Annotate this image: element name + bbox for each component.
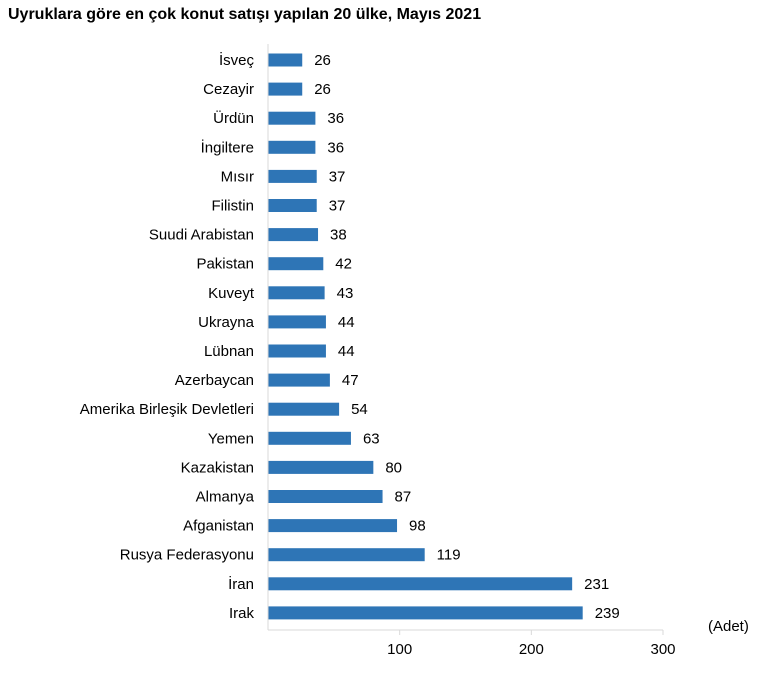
bar <box>268 257 324 271</box>
category-label: Almanya <box>196 489 255 506</box>
data-label: 38 <box>330 227 347 244</box>
bar <box>268 53 303 67</box>
category-label: Kuveyt <box>208 285 255 302</box>
bar <box>268 490 383 503</box>
data-label: 54 <box>351 401 368 418</box>
bar <box>268 519 398 533</box>
x-tick-label: 200 <box>519 641 544 658</box>
bar <box>268 286 325 300</box>
bar <box>268 402 340 416</box>
data-label: 80 <box>385 459 402 476</box>
category-label: Irak <box>229 605 255 622</box>
category-label: Afganistan <box>183 518 254 535</box>
bar <box>268 606 583 620</box>
bar <box>268 373 330 387</box>
data-label: 87 <box>395 489 412 506</box>
data-label: 231 <box>584 576 609 593</box>
category-label: Cezayir <box>203 81 254 98</box>
data-label: 26 <box>314 52 331 69</box>
data-label: 44 <box>338 314 355 331</box>
category-label: Filistin <box>211 198 254 215</box>
category-label: Rusya Federasyonu <box>120 547 254 564</box>
data-label: 98 <box>409 518 426 535</box>
data-label: 26 <box>314 81 331 98</box>
category-label: Yemen <box>208 430 254 447</box>
unit-label: (Adet) <box>708 618 749 635</box>
x-tick-label: 300 <box>650 641 675 658</box>
data-label: 44 <box>338 343 355 360</box>
category-label: İran <box>228 575 254 593</box>
category-label: İsveç <box>219 51 255 69</box>
category-label: Lübnan <box>204 343 254 360</box>
bar <box>268 548 425 562</box>
data-label: 63 <box>363 430 380 447</box>
bar <box>268 169 317 183</box>
bar <box>268 315 326 329</box>
chart-title: Uyruklara göre en çok konut satışı yapıl… <box>8 6 482 23</box>
data-label: 37 <box>329 198 346 215</box>
x-tick-label: 100 <box>387 641 412 658</box>
data-label: 43 <box>337 285 354 302</box>
category-label: Suudi Arabistan <box>149 227 254 244</box>
category-label: Azerbaycan <box>175 372 254 389</box>
bar <box>268 111 316 125</box>
data-label: 36 <box>327 139 344 156</box>
bar <box>268 140 316 154</box>
data-label: 37 <box>329 168 346 185</box>
bar <box>268 228 319 242</box>
category-label: Kazakistan <box>181 459 254 476</box>
bar <box>268 344 326 358</box>
category-label: İngiltere <box>201 138 254 156</box>
bar <box>268 577 573 591</box>
data-label: 42 <box>335 256 352 273</box>
category-label: Pakistan <box>196 256 254 273</box>
data-label: 239 <box>595 605 620 622</box>
category-label: Ukrayna <box>198 314 255 331</box>
category-label: Mısır <box>221 168 254 185</box>
category-label: Ürdün <box>213 109 254 127</box>
bar <box>268 82 303 96</box>
data-label: 47 <box>342 372 359 389</box>
bar <box>268 460 374 474</box>
data-label: 36 <box>327 110 344 127</box>
data-label: 119 <box>437 547 461 564</box>
bar <box>268 431 351 445</box>
bar <box>268 199 317 212</box>
category-label: Amerika Birleşik Devletleri <box>80 401 254 418</box>
